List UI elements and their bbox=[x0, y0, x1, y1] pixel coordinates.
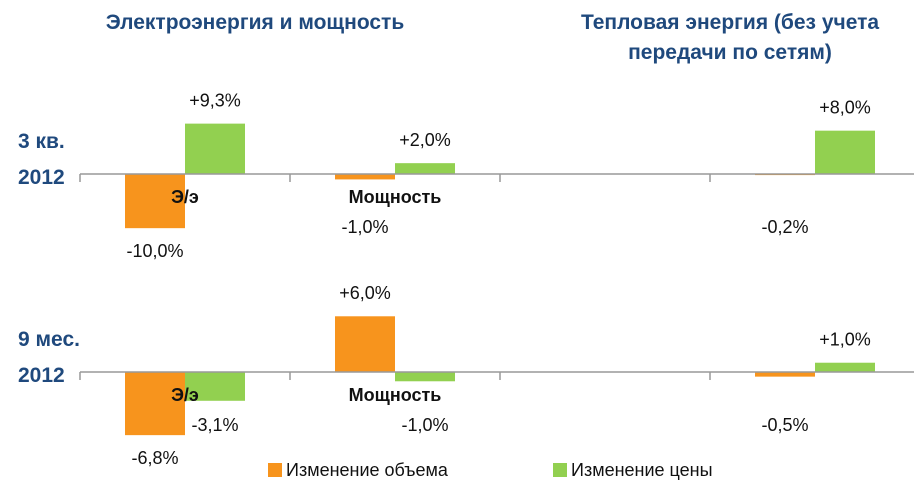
category-label: Мощность bbox=[349, 187, 442, 207]
bar bbox=[815, 362, 875, 372]
column-header: Тепловая энергия (без учета передачи по … bbox=[580, 11, 880, 64]
category-label: Мощность bbox=[349, 385, 442, 405]
bar bbox=[185, 372, 245, 401]
data-label: +9,3% bbox=[189, 90, 241, 110]
row-title: 3 кв. 2012 bbox=[18, 130, 65, 189]
data-label: -10,0% bbox=[126, 241, 183, 261]
column-header: Электроэнергия и мощность bbox=[105, 11, 405, 34]
data-label: +1,0% bbox=[819, 329, 871, 349]
bar bbox=[395, 372, 455, 382]
data-label: -0,5% bbox=[761, 415, 808, 435]
data-label: -0,2% bbox=[761, 217, 808, 237]
bar bbox=[335, 316, 395, 372]
data-label: -3,1% bbox=[191, 415, 238, 435]
row-title: 9 мес. 2012 bbox=[18, 328, 80, 387]
data-label: -1,0% bbox=[341, 217, 388, 237]
legend-label: Изменение цены bbox=[571, 460, 713, 480]
category-label: Э/э bbox=[171, 385, 199, 405]
bar bbox=[395, 163, 455, 174]
data-label: +8,0% bbox=[819, 97, 871, 117]
bar bbox=[125, 372, 185, 436]
legend-label: Изменение объема bbox=[286, 460, 449, 480]
data-label: +2,0% bbox=[399, 130, 451, 150]
bar bbox=[815, 130, 875, 174]
bar bbox=[335, 174, 395, 180]
legend-swatch bbox=[553, 463, 567, 477]
data-label: -1,0% bbox=[401, 415, 448, 435]
category-label: Э/э bbox=[171, 187, 199, 207]
legend-swatch bbox=[268, 463, 282, 477]
bar bbox=[125, 174, 185, 229]
bar bbox=[185, 123, 245, 174]
data-label: +6,0% bbox=[339, 283, 391, 303]
data-label: -6,8% bbox=[131, 448, 178, 468]
bar bbox=[755, 372, 815, 377]
